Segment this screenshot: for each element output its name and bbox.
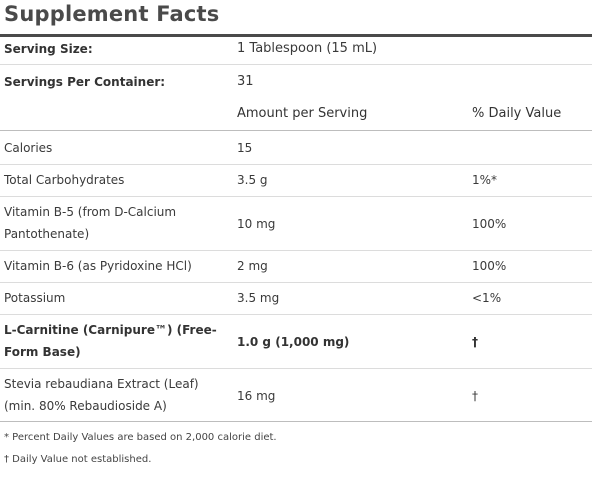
nutrient-daily-value: 100% — [472, 259, 507, 273]
row-divider — [0, 368, 592, 369]
nutrient-name: Calories — [4, 141, 53, 155]
nutrient-amount: 1.0 g (1,000 mg) — [237, 335, 350, 349]
nutrient-amount: 3.5 mg — [237, 291, 280, 305]
daily-value-header: % Daily Value — [472, 106, 562, 121]
nutrient-daily-value: † — [472, 335, 478, 349]
percent-daily-value-footnote: * Percent Daily Values are based on 2,00… — [4, 432, 277, 443]
row-divider — [0, 250, 592, 251]
nutrient-amount: 2 mg — [237, 259, 268, 273]
divider — [0, 64, 592, 65]
panel-title: Supplement Facts — [4, 2, 220, 26]
nutrient-name: Vitamin B-6 (as Pyridoxine HCl) — [4, 259, 192, 273]
nutrient-name: Potassium — [4, 291, 66, 305]
nutrient-daily-value: <1% — [472, 291, 502, 305]
servings-per-container-label: Servings Per Container: — [4, 75, 166, 89]
nutrient-daily-value: 1%* — [472, 173, 498, 187]
title-divider — [0, 34, 592, 37]
nutrient-name: L-Carnitine (Carnipure™) (Free-Form Base… — [4, 323, 217, 359]
nutrient-daily-value: 100% — [472, 217, 507, 231]
header-divider — [0, 130, 592, 131]
row-divider — [0, 282, 592, 283]
serving-size-label: Serving Size: — [4, 42, 93, 56]
nutrient-amount: 3.5 g — [237, 173, 268, 187]
nutrient-amount: 10 mg — [237, 217, 276, 231]
row-divider — [0, 164, 592, 165]
serving-size-value: 1 Tablespoon (15 mL) — [237, 41, 378, 56]
nutrient-daily-value: † — [472, 389, 478, 403]
nutrient-amount: 16 mg — [237, 389, 276, 403]
row-divider — [0, 196, 592, 197]
row-divider — [0, 314, 592, 315]
nutrient-amount: 15 — [237, 141, 253, 155]
footnote-divider — [0, 421, 592, 422]
amount-per-serving-header: Amount per Serving — [237, 106, 368, 121]
nutrient-name: Total Carbohydrates — [4, 173, 125, 187]
nutrient-name: Vitamin B-5 (from D-Calcium Pantothenate… — [4, 205, 177, 241]
daily-value-not-established-footnote: † Daily Value not established. — [4, 454, 152, 465]
nutrient-name: Stevia rebaudiana Extract (Leaf) (min. 8… — [4, 377, 199, 413]
servings-per-container-value: 31 — [237, 74, 254, 89]
